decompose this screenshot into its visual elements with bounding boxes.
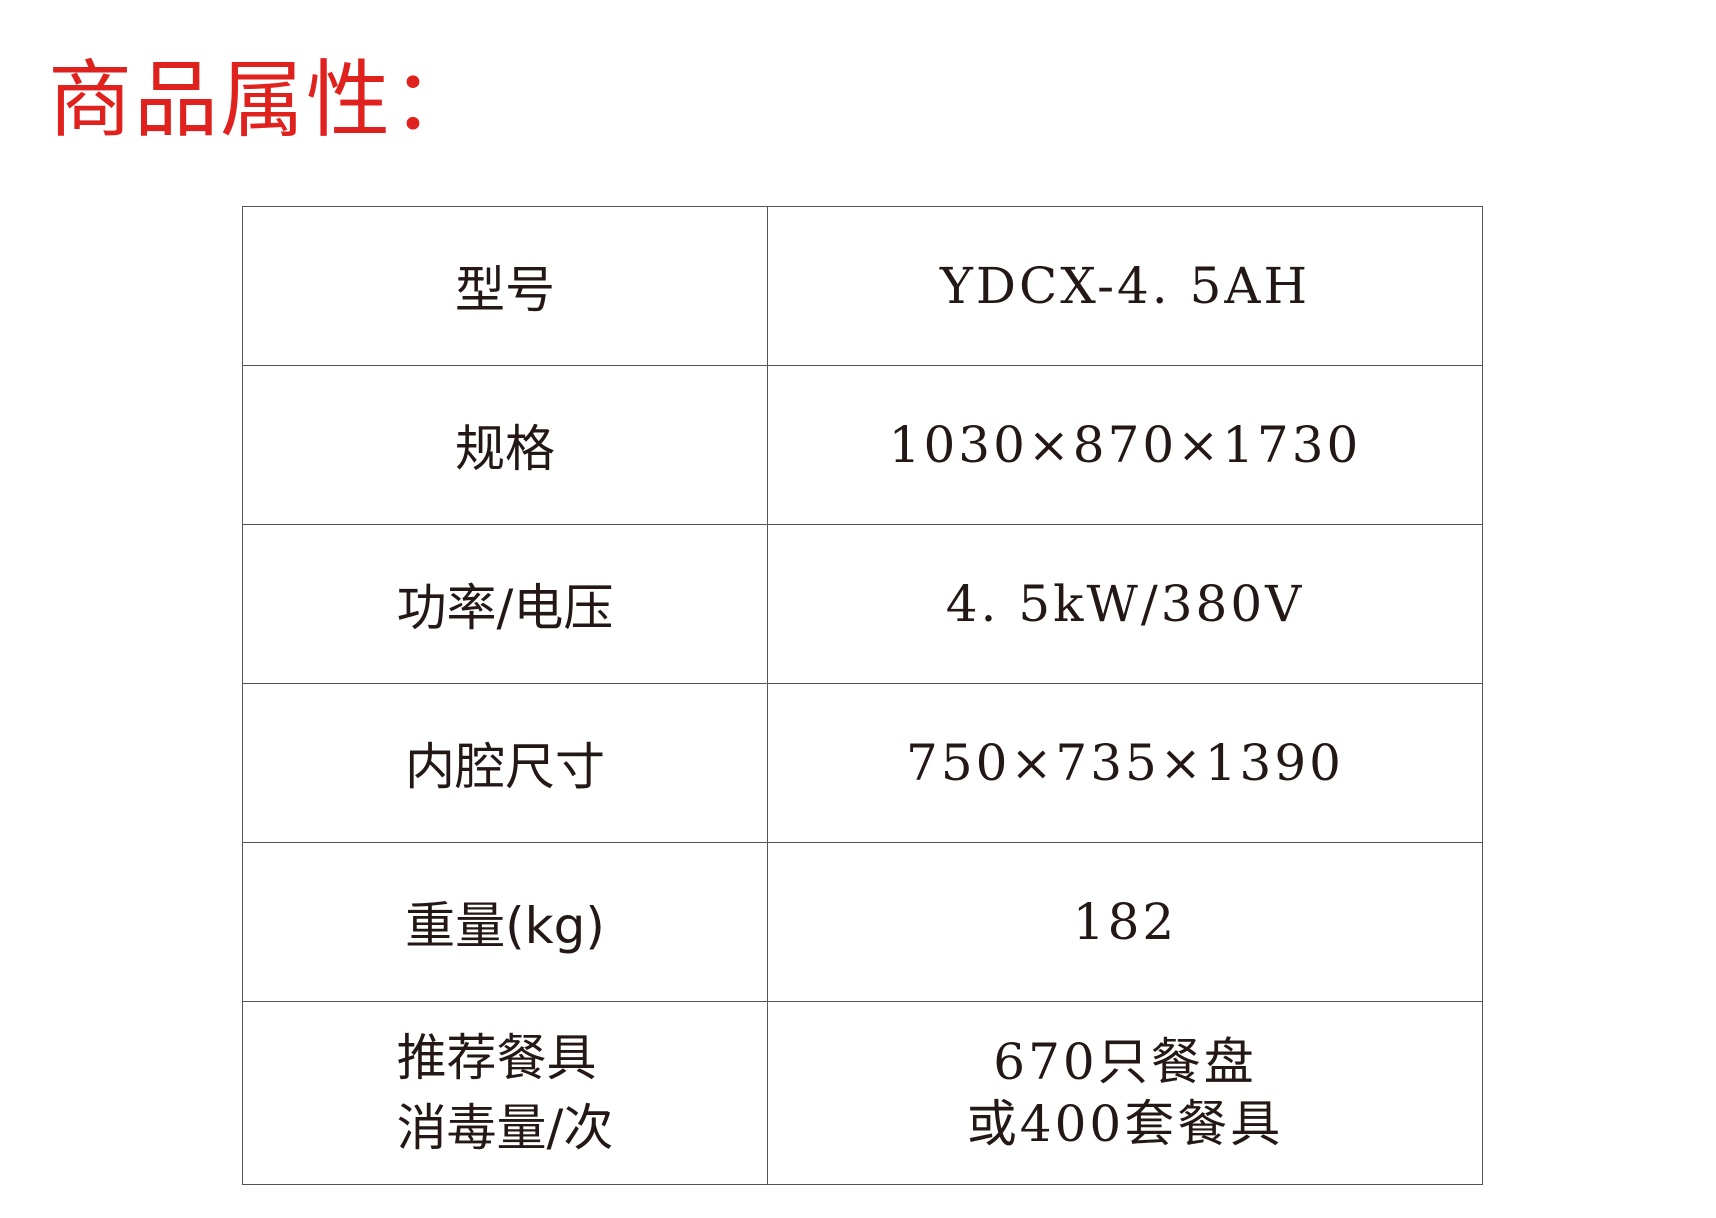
- spec-label: 重量(kg): [242, 842, 768, 1002]
- table-row: 规格 1030×870×1730: [242, 365, 1483, 525]
- page-title: 商品属性：: [48, 51, 479, 149]
- spec-label: 型号: [242, 206, 768, 366]
- spec-label: 推荐餐具 消毒量/次: [242, 1001, 768, 1185]
- spec-label: 功率/电压: [242, 524, 768, 684]
- spec-label-line: 消毒量/次: [396, 1099, 614, 1157]
- spec-value-lines: 670只餐盘 或400套餐具: [967, 1031, 1283, 1155]
- table-row: 推荐餐具 消毒量/次 670只餐盘 或400套餐具: [242, 1001, 1483, 1185]
- spec-value-line: 或400套餐具: [966, 1095, 1284, 1153]
- table-row: 重量(kg) 182: [242, 842, 1483, 1002]
- table-row: 内腔尺寸 750×735×1390: [242, 683, 1483, 843]
- table-row: 功率/电压 4. 5kW/380V: [242, 524, 1483, 684]
- spec-value: 1030×870×1730: [767, 365, 1483, 525]
- spec-label: 内腔尺寸: [242, 683, 768, 843]
- spec-value-line: 670只餐盘: [993, 1033, 1257, 1091]
- spec-table: 型号 YDCX-4. 5AH 规格 1030×870×1730 功率/电压 4.…: [242, 206, 1483, 1185]
- spec-label-lines: 推荐餐具 消毒量/次: [397, 1023, 614, 1163]
- spec-value: YDCX-4. 5AH: [767, 206, 1483, 366]
- spec-label: 规格: [242, 365, 768, 525]
- spec-value: 670只餐盘 或400套餐具: [767, 1001, 1483, 1185]
- spec-value: 182: [767, 842, 1483, 1002]
- spec-value: 750×735×1390: [767, 683, 1483, 843]
- spec-value: 4. 5kW/380V: [767, 524, 1483, 684]
- table-row: 型号 YDCX-4. 5AH: [242, 206, 1483, 366]
- spec-label-line: 推荐餐具: [396, 1029, 597, 1087]
